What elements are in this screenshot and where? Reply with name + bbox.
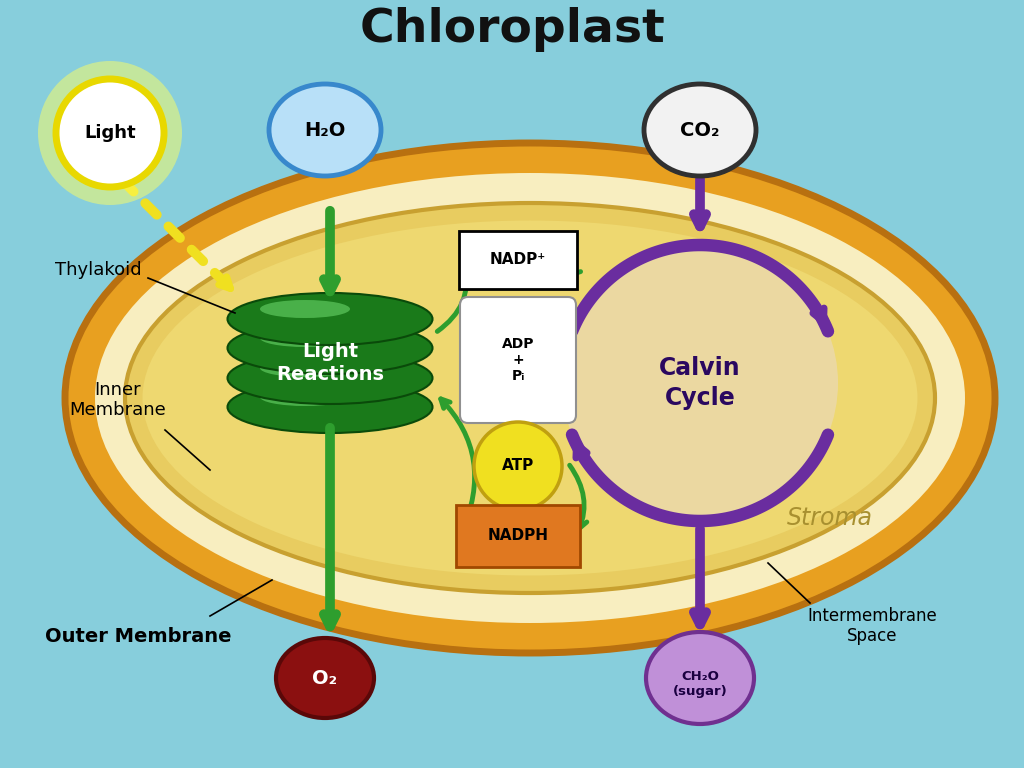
Ellipse shape	[260, 388, 350, 406]
Ellipse shape	[260, 300, 350, 318]
Text: Chloroplast: Chloroplast	[359, 8, 665, 52]
Text: CH₂O
(sugar): CH₂O (sugar)	[673, 670, 727, 697]
Ellipse shape	[227, 352, 432, 404]
Text: Intermembrane
Space: Intermembrane Space	[807, 607, 937, 645]
Text: NADP⁺: NADP⁺	[489, 253, 546, 267]
Ellipse shape	[646, 632, 754, 724]
FancyBboxPatch shape	[459, 231, 577, 289]
Text: NADPH: NADPH	[487, 528, 549, 544]
Ellipse shape	[276, 638, 374, 718]
Ellipse shape	[227, 322, 432, 374]
Text: Light: Light	[84, 124, 136, 142]
Ellipse shape	[644, 84, 756, 176]
Text: ADP
+
Pᵢ: ADP + Pᵢ	[502, 337, 535, 383]
Circle shape	[474, 422, 562, 510]
Text: O₂: O₂	[312, 668, 338, 687]
Ellipse shape	[227, 293, 432, 345]
Circle shape	[562, 245, 838, 521]
Text: CO₂: CO₂	[680, 121, 720, 140]
Ellipse shape	[125, 203, 935, 593]
Ellipse shape	[142, 220, 918, 575]
FancyBboxPatch shape	[460, 297, 575, 423]
Circle shape	[38, 61, 182, 205]
Text: Inner
Membrane: Inner Membrane	[70, 381, 166, 419]
Ellipse shape	[65, 143, 995, 653]
Ellipse shape	[227, 381, 432, 433]
Ellipse shape	[269, 84, 381, 176]
Text: Light
Reactions: Light Reactions	[276, 342, 384, 384]
Text: Stroma: Stroma	[787, 506, 873, 530]
Text: ATP: ATP	[502, 458, 535, 474]
Text: H₂O: H₂O	[304, 121, 346, 140]
Circle shape	[56, 79, 164, 187]
Text: Thylakoid: Thylakoid	[55, 261, 142, 279]
Ellipse shape	[260, 359, 350, 377]
Ellipse shape	[260, 329, 350, 347]
FancyBboxPatch shape	[456, 505, 580, 567]
Text: Calvin
Cycle: Calvin Cycle	[659, 356, 740, 410]
Ellipse shape	[95, 173, 965, 623]
Text: Outer Membrane: Outer Membrane	[45, 627, 231, 645]
